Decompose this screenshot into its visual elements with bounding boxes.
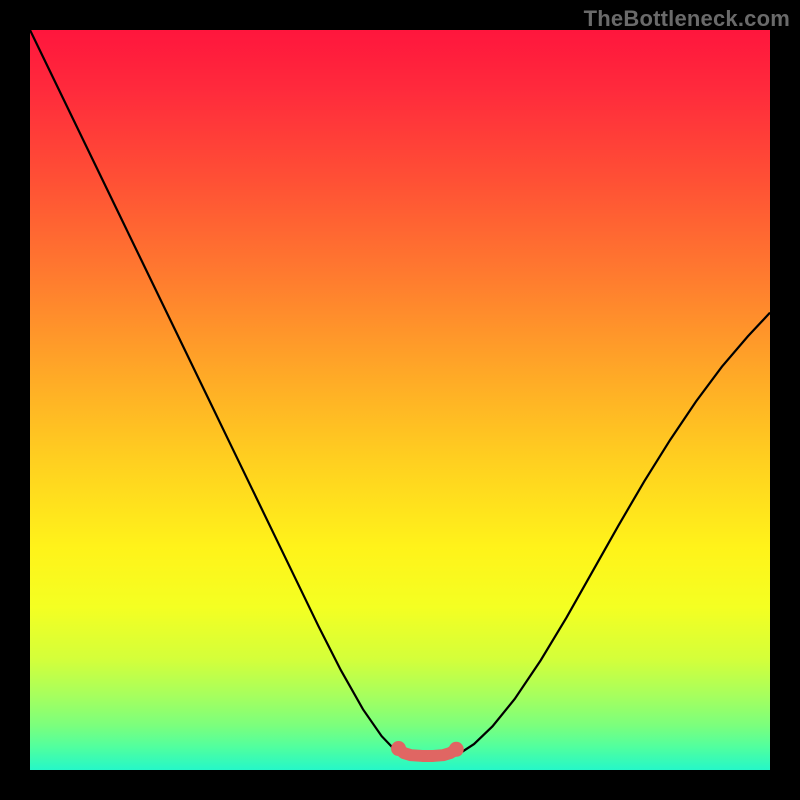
plot-svg — [30, 30, 770, 770]
gradient-background — [30, 30, 770, 770]
chart-container: TheBottleneck.com — [0, 0, 800, 800]
endpoint-marker — [449, 742, 464, 757]
plot-area — [30, 30, 770, 770]
endpoint-marker — [391, 741, 406, 756]
watermark-text: TheBottleneck.com — [584, 6, 790, 32]
